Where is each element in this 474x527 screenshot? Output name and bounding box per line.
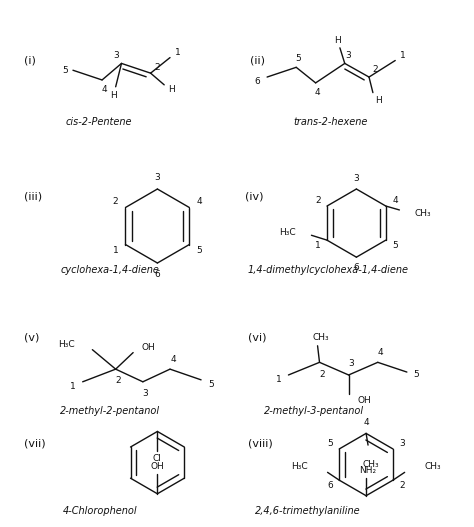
Text: 6: 6 (327, 481, 333, 490)
Text: 3: 3 (155, 173, 160, 182)
Text: 2-methyl-2-pentanol: 2-methyl-2-pentanol (60, 406, 161, 416)
Text: 4: 4 (170, 355, 176, 364)
Text: (vi): (vi) (248, 333, 266, 343)
Text: 1: 1 (175, 48, 181, 57)
Text: 2,4,6-trimethylaniline: 2,4,6-trimethylaniline (255, 506, 360, 516)
Text: (i): (i) (25, 55, 36, 65)
Text: 1: 1 (276, 375, 282, 384)
Text: 2: 2 (400, 481, 405, 490)
Text: 3: 3 (349, 359, 355, 368)
Text: 6: 6 (354, 264, 359, 272)
Text: OH: OH (357, 396, 371, 405)
Text: 5: 5 (295, 54, 301, 63)
Text: NH₂: NH₂ (359, 466, 377, 475)
Text: H: H (169, 85, 175, 94)
Text: 4: 4 (315, 88, 320, 97)
Text: 2: 2 (116, 376, 121, 385)
Text: (iii): (iii) (25, 192, 43, 202)
Text: 2-methyl-3-pentanol: 2-methyl-3-pentanol (264, 406, 365, 416)
Text: 4: 4 (392, 196, 398, 205)
Text: H: H (375, 96, 382, 105)
Text: H₃C: H₃C (279, 228, 296, 237)
Text: 4: 4 (378, 348, 383, 357)
Text: 2: 2 (372, 65, 378, 74)
Text: 4: 4 (101, 85, 107, 94)
Text: 2: 2 (112, 197, 118, 206)
Text: 5: 5 (392, 241, 398, 250)
Text: CH₃: CH₃ (415, 209, 431, 218)
Text: 3: 3 (142, 389, 148, 398)
Text: 4: 4 (363, 418, 369, 427)
Text: 5: 5 (62, 66, 68, 75)
Text: 4: 4 (197, 197, 202, 206)
Text: cyclohexa-1,4-diene: cyclohexa-1,4-diene (60, 265, 159, 275)
Text: 5: 5 (208, 380, 214, 389)
Text: 4-Chlorophenol: 4-Chlorophenol (63, 506, 138, 516)
Text: (viii): (viii) (248, 438, 273, 448)
Text: 2: 2 (319, 369, 325, 378)
Text: H₃C: H₃C (292, 462, 308, 471)
Text: H: H (110, 91, 117, 100)
Text: H: H (335, 35, 341, 45)
Text: 5: 5 (327, 439, 333, 448)
Text: 3: 3 (346, 51, 352, 60)
Text: 1: 1 (112, 246, 118, 255)
Text: OH: OH (151, 462, 164, 471)
Text: 6: 6 (255, 77, 260, 86)
Text: 1: 1 (315, 241, 320, 250)
Text: CH₃: CH₃ (312, 333, 329, 341)
Text: OH: OH (142, 343, 155, 352)
Text: CH₃: CH₃ (424, 462, 441, 471)
Text: 1: 1 (70, 382, 76, 391)
Text: 3: 3 (114, 51, 119, 60)
Text: (iv): (iv) (245, 192, 263, 202)
Text: (vii): (vii) (25, 438, 46, 448)
Text: 5: 5 (197, 246, 202, 255)
Text: H₃C: H₃C (58, 340, 75, 349)
Text: CH₃: CH₃ (363, 460, 379, 469)
Text: (v): (v) (25, 333, 40, 343)
Text: 3: 3 (400, 439, 405, 448)
Text: Cl: Cl (153, 454, 162, 463)
Text: 1,4-dimethylcyclohexa-1,4-diene: 1,4-dimethylcyclohexa-1,4-diene (248, 265, 409, 275)
Text: (ii): (ii) (250, 55, 264, 65)
Text: 2: 2 (155, 63, 160, 72)
Text: 5: 5 (414, 370, 419, 379)
Text: 6: 6 (155, 270, 160, 279)
Text: 1: 1 (400, 51, 406, 60)
Text: cis-2-Pentene: cis-2-Pentene (65, 117, 132, 127)
Text: 3: 3 (354, 174, 359, 183)
Text: trans-2-hexene: trans-2-hexene (293, 117, 368, 127)
Text: 2: 2 (315, 196, 320, 205)
